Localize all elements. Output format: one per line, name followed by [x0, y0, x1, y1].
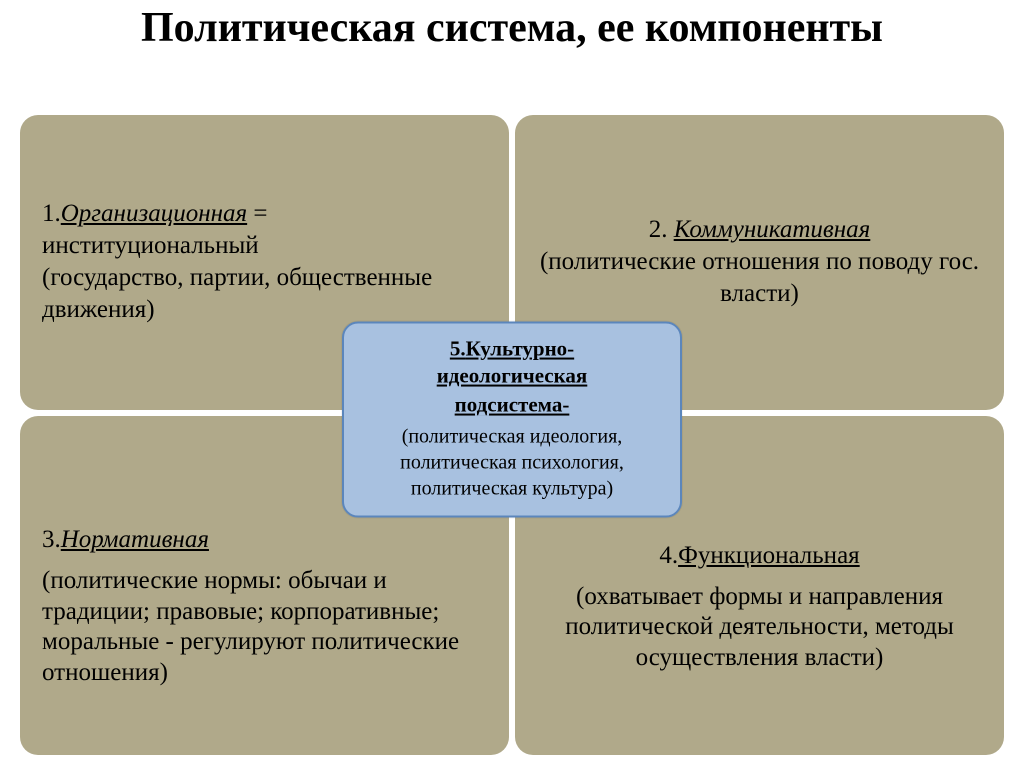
- q4-body: (охватывает формы и направления политиче…: [537, 582, 982, 674]
- center-title-line1: 5.Культурно-: [358, 336, 666, 363]
- page-title: Политическая система, ее компоненты: [0, 0, 1024, 60]
- q4-head-text: Функциональная: [678, 542, 860, 569]
- q4-heading: 4.Функциональная: [659, 540, 859, 572]
- q2-heading: 2. Коммуникативная: [649, 214, 871, 246]
- q2-number: 2.: [649, 216, 674, 243]
- center-box: 5.Культурно- идеологическая подсистема- …: [342, 322, 682, 518]
- center-head1: Культурно-: [466, 337, 575, 361]
- center-title-line2: идеологическая: [358, 363, 666, 390]
- q4-number: 4.: [659, 542, 678, 569]
- center-number: 5.: [450, 337, 466, 361]
- q3-head-text: Нормативная: [61, 526, 209, 553]
- q1-head-text: Организационная: [61, 200, 247, 227]
- q1-heading: 1.Организационная = институциональный: [42, 198, 487, 262]
- q2-head-text: Коммуникативная: [674, 216, 871, 243]
- q1-number: 1.: [42, 200, 61, 227]
- quadrant-grid: 1.Организационная = институциональный (г…: [20, 115, 1004, 755]
- center-title-line3: подсистема-: [358, 392, 666, 417]
- q1-body: (государство, партии, общественные движе…: [42, 262, 487, 326]
- center-body: (политическая идеология, политическая пс…: [358, 423, 666, 501]
- q3-heading: 3.Нормативная: [42, 524, 487, 556]
- q3-body: (политические нормы: обычаи и традиции; …: [42, 566, 487, 688]
- q3-number: 3.: [42, 526, 61, 553]
- q2-body: (политические отношения по поводу гос. в…: [537, 246, 982, 310]
